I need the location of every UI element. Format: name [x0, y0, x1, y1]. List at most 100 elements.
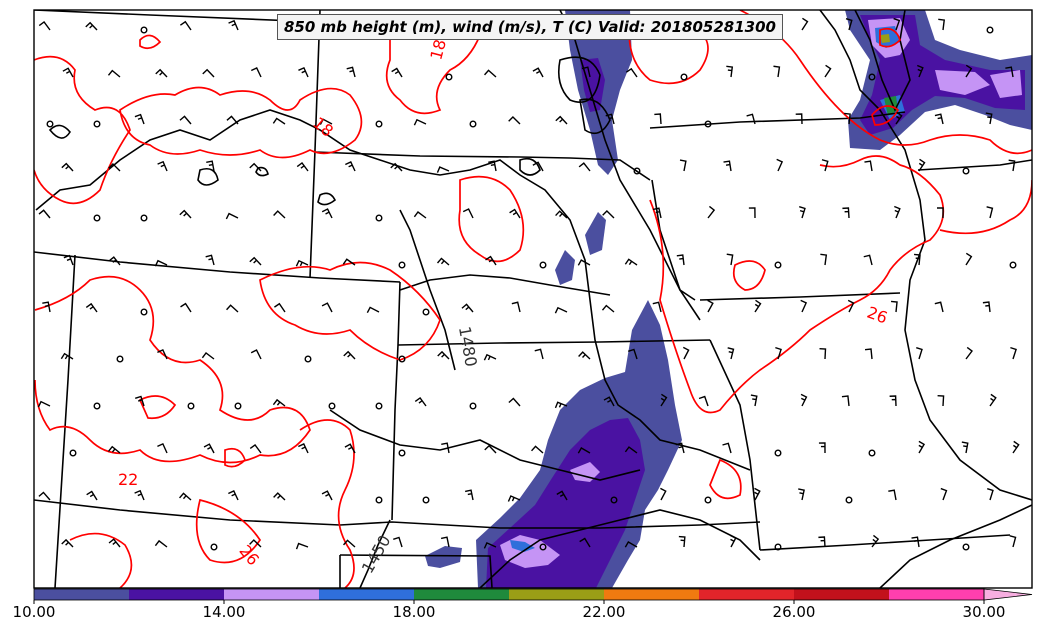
boundary-4	[391, 281, 401, 521]
wind-barb	[228, 19, 239, 31]
wind-barb	[818, 442, 826, 454]
wind-barb	[60, 352, 74, 360]
wind-barb	[38, 209, 51, 219]
wind-barb	[581, 66, 591, 78]
wind-barb	[441, 442, 450, 454]
boundary-8	[709, 339, 761, 551]
calm-wind-marker	[116, 355, 124, 363]
temp-contour-10	[939, 179, 1032, 235]
calm-wind-marker	[845, 496, 853, 504]
wind-barb	[918, 158, 926, 172]
wind-barb	[1005, 66, 1014, 78]
river-missouri	[35, 109, 751, 471]
calm-wind-marker	[93, 214, 101, 222]
calm-wind-marker	[633, 167, 641, 175]
wind-barb	[801, 17, 809, 31]
wind-barb	[532, 67, 544, 78]
wind-barb	[726, 253, 734, 266]
calm-wind-marker	[93, 402, 101, 410]
wind-barb	[798, 488, 805, 501]
wind-barbs	[37, 17, 1020, 551]
temp-contour-19	[139, 34, 162, 50]
wind-barb	[844, 112, 851, 125]
wind-barb	[821, 159, 829, 172]
height-contours	[48, 56, 611, 588]
temp-contour-6	[458, 175, 525, 263]
wind-barb	[180, 302, 192, 313]
wind-barb	[179, 115, 192, 125]
wind-barb	[37, 400, 51, 408]
boundary-16	[559, 10, 701, 321]
height-line-1450	[359, 519, 391, 588]
wind-barb	[343, 350, 356, 360]
wind-barb	[273, 210, 286, 219]
wind-barb	[413, 211, 427, 219]
boundary-2	[309, 10, 321, 279]
wind-barb	[652, 301, 662, 313]
height-loop-7	[255, 166, 269, 177]
calm-wind-marker	[774, 543, 782, 551]
wind-barb	[249, 539, 262, 548]
colorbar-segment	[34, 589, 129, 600]
wind-barb	[62, 67, 74, 78]
wind-barb	[366, 306, 380, 314]
wind-barb	[624, 446, 638, 454]
temp-contour-13	[69, 532, 133, 588]
wind-barb	[107, 69, 121, 78]
calm-wind-marker	[680, 73, 688, 81]
wind-barb	[534, 348, 544, 360]
wind-barb	[676, 254, 685, 266]
calm-wind-marker	[375, 496, 383, 504]
wind-barb	[660, 487, 667, 501]
temp-contour-8	[649, 155, 945, 414]
wind-barb	[154, 539, 168, 548]
wind-barb	[225, 212, 239, 220]
calm-wind-marker	[868, 449, 876, 457]
wind-barb	[934, 301, 944, 313]
wind-barb	[940, 487, 948, 501]
wind-barb	[249, 256, 262, 266]
wind-barb	[730, 534, 737, 548]
wind-barb	[888, 489, 897, 501]
height-loop-5	[197, 167, 219, 186]
boundary-3	[314, 151, 651, 181]
colorbar-segment	[224, 589, 319, 600]
height-loop-1	[48, 124, 71, 139]
wind-barb	[776, 158, 784, 172]
shade-south-blue	[510, 540, 535, 552]
boundary-10	[759, 534, 1011, 551]
wind-barb	[157, 160, 168, 172]
wind-barb	[390, 162, 403, 172]
colorbar-segment	[414, 589, 509, 600]
wind-barb	[226, 304, 239, 313]
wind-barb	[722, 442, 732, 454]
colorbar-outline	[33, 588, 985, 601]
wind-barb	[818, 536, 826, 548]
wind-barb	[42, 301, 51, 313]
wind-barb	[982, 301, 991, 313]
calm-wind-marker	[398, 261, 406, 269]
wind-barb	[660, 393, 668, 407]
calm-wind-marker	[1009, 261, 1017, 269]
wind-barb	[841, 395, 850, 407]
wind-barb	[483, 353, 497, 361]
boundary-12	[917, 159, 1032, 171]
calm-wind-marker	[962, 167, 970, 175]
wind-barb	[624, 258, 638, 266]
wind-barb	[554, 401, 568, 409]
temp-contour-5	[259, 261, 441, 361]
boundary-17	[651, 179, 696, 301]
wind-barb	[249, 443, 262, 454]
wind-barb	[965, 64, 973, 78]
wind-barb	[155, 68, 168, 78]
wind-barb	[157, 442, 168, 454]
colorbar-segment	[604, 589, 699, 600]
wind-barb	[987, 488, 994, 501]
wind-barb	[864, 160, 873, 172]
wind-barb	[108, 162, 121, 172]
colorbar-extend-arrow	[983, 588, 1033, 601]
wind-barb	[38, 491, 51, 501]
calm-wind-marker	[398, 449, 406, 457]
wind-barb	[249, 162, 262, 172]
wind-barb	[342, 258, 356, 266]
